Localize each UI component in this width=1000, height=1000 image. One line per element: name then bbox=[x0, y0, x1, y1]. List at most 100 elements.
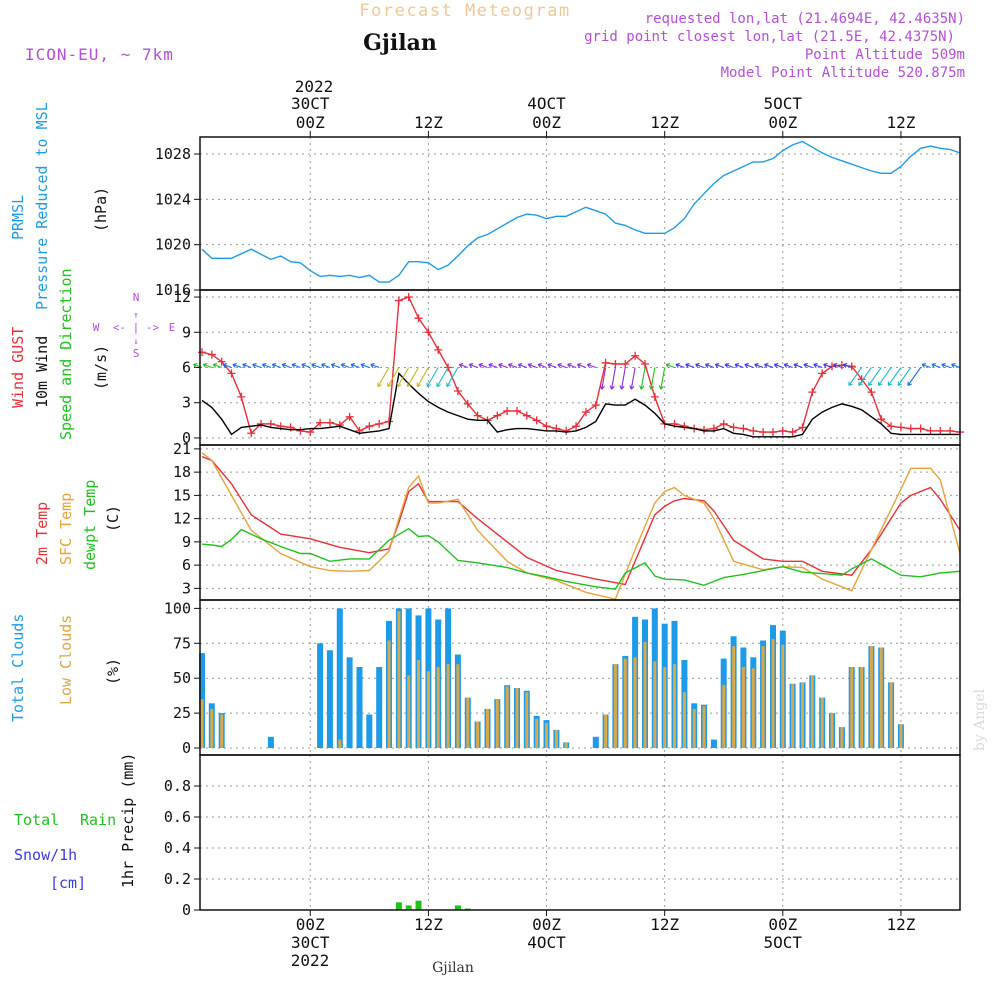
wind-arrow bbox=[262, 363, 272, 369]
wind-arrow-head bbox=[261, 363, 267, 368]
clouds-bar-low-clouds bbox=[220, 714, 224, 748]
precip-bar-rain bbox=[395, 902, 402, 911]
pressure-ytick-label: 1016 bbox=[155, 281, 191, 299]
clouds-bar-total-clouds bbox=[326, 650, 333, 748]
wind-arrow bbox=[754, 363, 764, 369]
temperature-series-dewpt-temp bbox=[201, 527, 961, 590]
wind-arrow bbox=[518, 363, 527, 369]
prmsl-label: PRMSL bbox=[9, 195, 27, 240]
precip-ytick-label: 0.6 bbox=[164, 808, 191, 826]
wind-speed-direction-label: Speed and Direction bbox=[57, 268, 75, 440]
wind-arrow-head bbox=[517, 363, 523, 368]
bottom-time-label: 00Z bbox=[768, 915, 797, 934]
wind-arrow-head bbox=[387, 382, 392, 388]
clouds-bar-low-clouds bbox=[850, 667, 854, 748]
wind-arrow bbox=[350, 363, 360, 369]
wind-arrow-head bbox=[639, 385, 645, 390]
gust-point bbox=[631, 351, 640, 360]
wind-arrow bbox=[951, 363, 961, 369]
wind-arrow bbox=[213, 363, 222, 369]
clouds-bar-total-clouds bbox=[592, 736, 599, 748]
wind-arrow-head bbox=[724, 363, 730, 368]
clouds-bar-low-clouds bbox=[495, 699, 499, 748]
clouds-bar-low-clouds bbox=[525, 692, 529, 749]
credit-watermark: by Angel bbox=[972, 688, 988, 751]
gust-point bbox=[906, 424, 915, 433]
clouds-bar-low-clouds bbox=[771, 639, 775, 748]
wind-arrow-head bbox=[340, 363, 346, 368]
wind-arrow-head bbox=[599, 385, 605, 390]
wind-arrow bbox=[459, 363, 468, 369]
wind-arrow bbox=[611, 367, 616, 390]
wind-arrow bbox=[764, 363, 774, 369]
clouds-bar-low-clouds bbox=[810, 675, 814, 748]
chart-panels: 1016102010241028036912369121518210255075… bbox=[155, 136, 964, 919]
gust-point bbox=[316, 418, 325, 427]
top-time-label: 30CT bbox=[291, 94, 330, 113]
wind-arrow bbox=[620, 367, 626, 390]
wind-arrow-head bbox=[793, 363, 799, 368]
wind-arrow bbox=[567, 363, 577, 369]
clouds-bar-total-clouds bbox=[267, 736, 274, 748]
clouds-frame bbox=[199, 599, 961, 756]
wind-arrow-head bbox=[222, 363, 228, 368]
gust-point bbox=[325, 418, 334, 427]
wind-arrow bbox=[897, 367, 912, 386]
gust-point bbox=[640, 359, 649, 368]
gust-point bbox=[926, 426, 935, 435]
wind-arrow-head bbox=[416, 382, 422, 388]
wind-arrow-head bbox=[803, 363, 808, 368]
wind-arrow bbox=[557, 363, 567, 369]
gust-point bbox=[601, 358, 610, 367]
wind-ytick-label: 3 bbox=[182, 394, 191, 412]
clouds-bar-low-clouds bbox=[200, 699, 204, 748]
top-time-label: 00Z bbox=[768, 113, 797, 132]
wind-arrow bbox=[272, 363, 281, 369]
clouds-ytick-label: 100 bbox=[164, 599, 191, 617]
clouds-ytick-label: 0 bbox=[182, 739, 191, 757]
wind-ytick-label: 9 bbox=[182, 323, 191, 341]
gust-point bbox=[562, 426, 571, 435]
precip-ytick-label: 0.8 bbox=[164, 777, 191, 795]
wind-arrow-head bbox=[754, 363, 759, 368]
gust-point bbox=[404, 293, 413, 302]
wind-arrow-head bbox=[695, 363, 700, 368]
temperature-ytick-label: 12 bbox=[173, 510, 191, 528]
wind-arrow-head bbox=[557, 363, 562, 368]
pressure-unit: (hPa) bbox=[92, 187, 110, 232]
wind-arrow-head bbox=[547, 363, 552, 368]
wind-arrow bbox=[577, 363, 587, 369]
wind-arrow-head bbox=[567, 363, 572, 368]
clouds-bar-low-clouds bbox=[505, 686, 509, 748]
gust-point bbox=[621, 359, 630, 368]
gust-point bbox=[739, 424, 748, 433]
gust-point bbox=[453, 386, 462, 395]
wind-arrow bbox=[436, 367, 449, 387]
wind-arrow bbox=[537, 363, 547, 369]
wind-arrow bbox=[547, 363, 557, 369]
pressure-series-prmsl bbox=[201, 140, 961, 283]
clouds-bar-low-clouds bbox=[554, 729, 558, 749]
gust-point bbox=[877, 415, 886, 424]
wind-arrow-head bbox=[271, 363, 277, 368]
wind-arrow bbox=[203, 363, 212, 369]
top-time-label: 12Z bbox=[650, 113, 679, 132]
compass-east: E bbox=[169, 321, 176, 334]
wind-arrow-head bbox=[842, 363, 848, 368]
wind-arrow bbox=[426, 367, 439, 387]
wind-arrow-head bbox=[458, 363, 464, 368]
wind-arrow-head bbox=[941, 363, 946, 368]
wind-arrow bbox=[341, 363, 350, 369]
clouds-bar-low-clouds bbox=[830, 713, 834, 748]
wind-arrow-head bbox=[527, 363, 533, 368]
wind-arrow bbox=[508, 363, 518, 369]
precip-ytick-label: 0.4 bbox=[164, 839, 191, 857]
wind-arrow-head bbox=[252, 363, 257, 368]
precip-snow-label: Snow/1h bbox=[14, 846, 77, 864]
wind-arrow bbox=[868, 367, 882, 386]
temperature-ytick-label: 21 bbox=[173, 440, 191, 458]
wind-arrow bbox=[685, 363, 695, 369]
precip-unit: 1hr Precip (mm) bbox=[119, 753, 137, 888]
